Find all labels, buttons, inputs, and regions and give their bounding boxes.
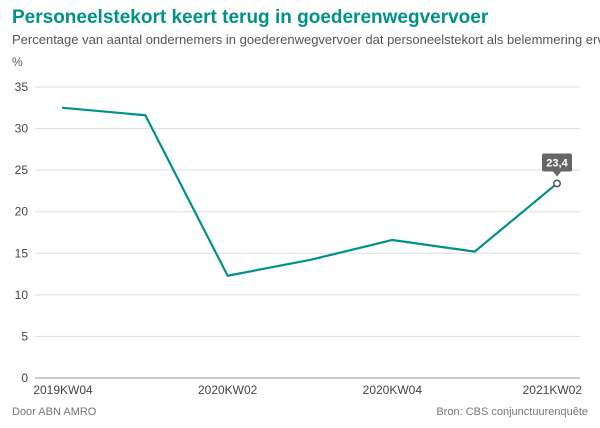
x-tick-label: 2019KW04 (33, 383, 93, 397)
chart-subtitle: Percentage van aantal ondernemers in goe… (12, 32, 600, 47)
footer-source: Bron: CBS conjunctuurenquête (436, 406, 588, 418)
footer-author: Door ABN AMRO (12, 406, 97, 418)
callout-box (542, 153, 572, 172)
y-tick-label: 0 (21, 371, 28, 385)
y-tick-label: 30 (15, 122, 29, 136)
highlight-point (553, 179, 561, 188)
y-tick-label: 15 (15, 246, 29, 260)
callout-pointer (553, 171, 561, 177)
x-tick-label: 2020KW04 (363, 383, 423, 397)
y-tick-label: 10 (15, 288, 29, 302)
series-line (61, 106, 559, 277)
chart-title: Personeelstekort keert terug in goederen… (12, 7, 489, 28)
y-tick-label: 35 (15, 80, 29, 94)
y-tick-label: 5 (21, 329, 28, 343)
x-tick-label: 2021KW02 (523, 383, 583, 397)
x-tick-label: 2020KW02 (198, 383, 258, 397)
y-tick-label: 25 (15, 163, 29, 177)
callout-label: 23,4 (546, 157, 568, 169)
y-axis-unit: % (12, 55, 23, 69)
y-tick-label: 20 (15, 205, 29, 219)
